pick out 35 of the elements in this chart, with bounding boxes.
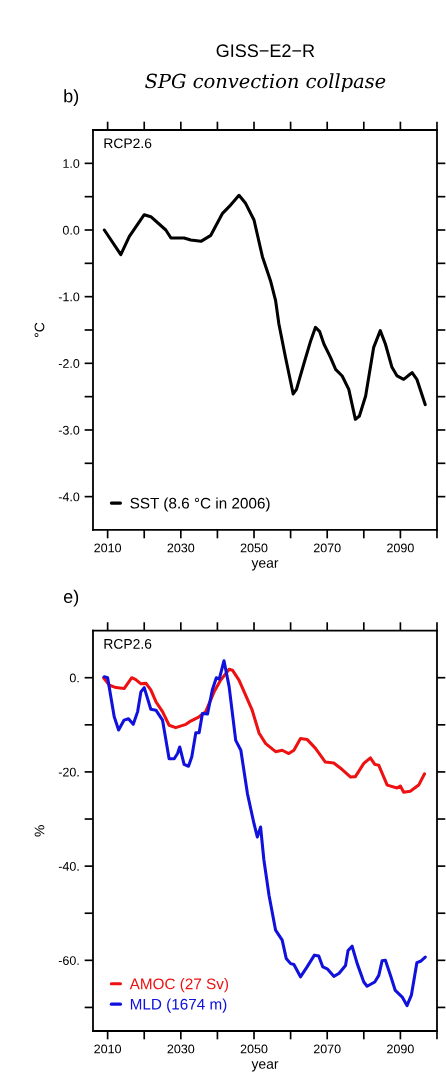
legend-label: AMOC (27 Sv) (129, 978, 229, 993)
x-tick-label: 2070 (313, 1044, 341, 1054)
x-tick-label: 2010 (94, 543, 122, 553)
line-series (102, 667, 427, 794)
y-tick-label: -3.0 (58, 425, 80, 435)
x-tick-label: 2090 (387, 543, 414, 553)
y-tick-label: -4.0 (58, 492, 80, 502)
text: b) (64, 89, 79, 107)
y-tick-label: -2.0 (58, 359, 80, 368)
y-tick-label: 0.0 (62, 225, 80, 235)
x-tick-label: 2010 (94, 1044, 122, 1054)
x-axis-title: year (251, 560, 279, 571)
legend-label: SST (8.6 °C in 2006) (130, 497, 270, 512)
y-tick-label: 0. (69, 673, 79, 683)
x-tick-label: 2030 (167, 1044, 195, 1054)
annotation: RCP2.6 (104, 138, 152, 149)
y-axis-title: % (34, 825, 45, 837)
x-tick-label: 2050 (240, 1044, 268, 1054)
y-tick-label: 1.0 (63, 159, 80, 168)
chart-subtitle: SPG convection collpase (145, 73, 386, 93)
y-tick-label: -20. (58, 767, 79, 777)
chart-title: GISS−E2−R (216, 44, 315, 58)
x-tick-label: 2030 (167, 543, 195, 553)
text: e) (63, 589, 79, 607)
y-tick-label: -1.0 (58, 292, 80, 302)
y-tick-label: -60. (58, 956, 79, 965)
x-tick-label: 2090 (387, 1044, 414, 1054)
x-tick-label: 2070 (313, 543, 341, 553)
x-axis-title: year (251, 1061, 279, 1072)
y-axis-title: °C (34, 322, 45, 337)
line-series (102, 193, 427, 421)
legend-label: MLD (1674 m) (130, 998, 227, 1013)
annotation: RCP2.6 (104, 638, 152, 649)
y-tick-label: -40. (58, 861, 79, 871)
x-tick-label: 2050 (240, 543, 268, 553)
